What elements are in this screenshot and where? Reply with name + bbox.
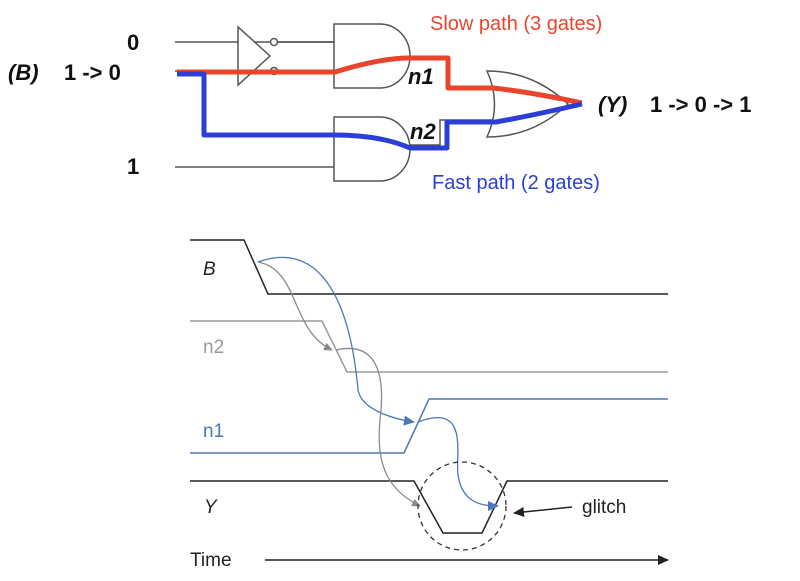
glitch-circle	[417, 461, 507, 551]
inverter-bubble	[269, 37, 279, 47]
input-b-name: (B)	[8, 60, 39, 85]
inverter-gate	[237, 25, 272, 87]
waveform-n1	[190, 398, 668, 454]
slow-path-line	[177, 55, 583, 106]
time-axis-label: Time	[190, 550, 232, 571]
fast-path-line	[177, 71, 583, 151]
causal-arrow-n2-to-y	[335, 347, 421, 507]
circuit: 0 (B) 1 -> 0 1 n1 n2 (Y) 1 -> 0 -> 1 Slo…	[8, 13, 752, 194]
node-n2-label: n2	[410, 119, 436, 144]
input-b-value: 1 -> 0	[64, 60, 121, 85]
signal-n1-label: n1	[203, 421, 224, 442]
fast-path-label: Fast path (2 gates)	[432, 172, 600, 194]
output-name: (Y)	[598, 92, 627, 117]
waveform-b	[190, 239, 668, 295]
input-bottom-label: 1	[127, 154, 139, 179]
input-top-label: 0	[127, 30, 139, 55]
node-n1-label: n1	[408, 64, 434, 89]
glitch-label: glitch	[582, 497, 626, 518]
output-value: 1 -> 0 -> 1	[650, 92, 752, 117]
slow-path-label: Slow path (3 gates)	[430, 13, 602, 35]
waveform-y	[190, 480, 668, 534]
glitch-pointer-arrow	[513, 506, 573, 517]
waveform-n2	[190, 320, 668, 373]
timing-diagram: glitch Time B n2 n1 Y	[190, 239, 669, 571]
causal-arrow-n1-to-y	[417, 416, 499, 511]
or-gate	[485, 70, 570, 138]
signal-b-label: B	[203, 259, 216, 280]
causal-arrow-b-to-n1	[257, 256, 415, 426]
signal-y-label: Y	[204, 497, 218, 518]
and-gate-bottom	[333, 116, 411, 182]
signal-n2-label: n2	[203, 337, 224, 358]
causal-arrow-b-to-n2	[257, 261, 333, 351]
